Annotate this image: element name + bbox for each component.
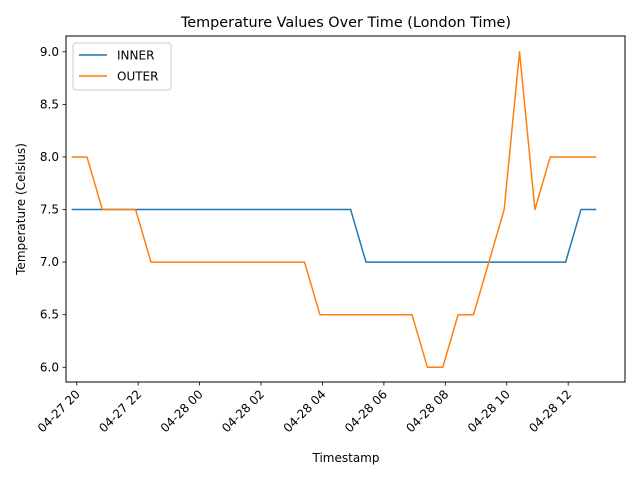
- plot-frame: [65, 35, 626, 383]
- x-tick-label: 04-28 06: [342, 387, 390, 435]
- y-axis-label: Temperature (Celsius): [14, 143, 28, 276]
- x-tick-label: 04-27 20: [35, 387, 83, 435]
- y-tick-label: 6.0: [40, 360, 59, 374]
- y-tick-label: 7.0: [40, 255, 59, 269]
- x-tick-label: 04-27 22: [96, 387, 144, 435]
- legend-label-outer: OUTER: [117, 70, 158, 84]
- x-tick-label: 04-28 00: [158, 387, 206, 435]
- x-tick-label: 04-28 02: [219, 387, 267, 435]
- x-tick-label: 04-28 10: [465, 387, 513, 435]
- y-tick-label: 8.5: [40, 97, 59, 111]
- series-line-outer: [71, 51, 597, 369]
- legend: INNER OUTER: [72, 42, 172, 91]
- x-tick-label: 04-28 04: [281, 387, 329, 435]
- series-line-inner: [71, 208, 597, 263]
- plot-lines: [71, 51, 597, 369]
- y-tick-label: 6.5: [40, 308, 59, 322]
- legend-label-inner: INNER: [117, 49, 154, 63]
- x-axis: 04-27 20 04-27 22 04-28 00 04-28 02 04-28 04…: [35, 382, 574, 435]
- y-tick-label: 7.5: [40, 203, 59, 217]
- x-axis-label: Timestamp: [312, 451, 380, 465]
- y-tick-label: 8.0: [40, 150, 59, 164]
- x-tick-label: 04-28 12: [526, 387, 574, 435]
- x-tick-label: 04-28 08: [403, 387, 451, 435]
- y-tick-label: 9.0: [40, 45, 59, 59]
- chart-title: Temperature Values Over Time (London Tim…: [180, 15, 511, 31]
- y-axis: 6.0 6.5 7.0 7.5 8.0 8.5 9.0: [40, 45, 66, 374]
